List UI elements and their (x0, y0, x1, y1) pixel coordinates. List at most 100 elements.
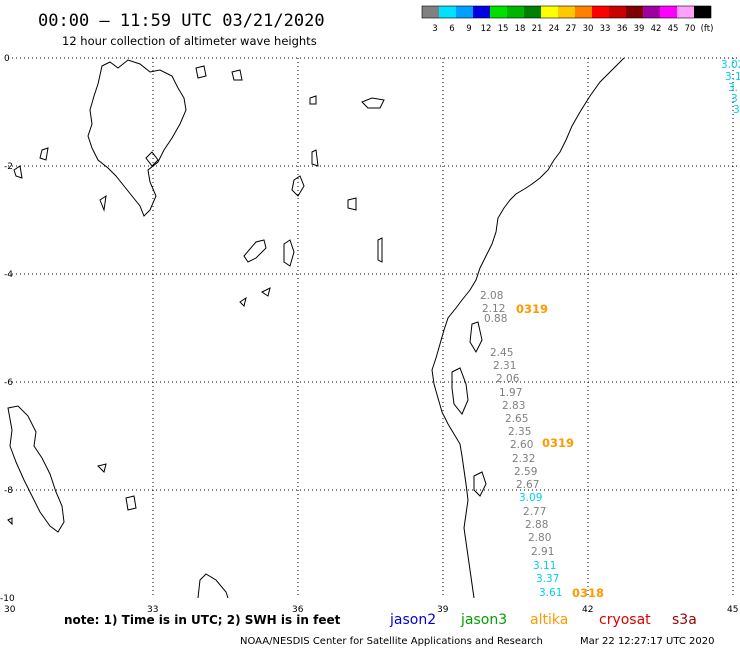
mafia-island (473, 471, 487, 497)
legend-swatch (677, 6, 694, 18)
pass-time-label: 0319 (516, 302, 548, 316)
legend-tick-label: 39 (634, 24, 645, 34)
small-lake (125, 495, 137, 511)
small-lake (347, 197, 357, 211)
legend-tick-label: 70 (685, 24, 696, 34)
legend-swatch (439, 6, 456, 18)
small-lake (261, 287, 271, 297)
legend-swatch (490, 6, 507, 18)
lake-island (145, 151, 159, 167)
map-title: 00:00 – 11:59 UTC 03/21/2020 (38, 11, 325, 31)
x-axis-label: 33 (147, 605, 158, 615)
legend-swatch (643, 6, 660, 18)
legend-swatch (524, 6, 541, 18)
x-axis-label: 45 (727, 605, 738, 615)
x-axis-label: 30 (4, 605, 16, 615)
small-lake (309, 95, 317, 105)
legend-tick-label: 9 (466, 24, 471, 34)
y-axis-label: -6 (4, 378, 13, 388)
wave-height-value: 2.35 (508, 426, 531, 438)
legend-tick-label: 30 (583, 24, 594, 34)
satellite-jason2: jason2 (389, 612, 436, 628)
y-axis-label: -2 (4, 162, 13, 172)
wave-height-value: 1.97 (499, 387, 522, 399)
zanzibar-island (451, 367, 469, 415)
small-lake (231, 69, 243, 81)
legend-swatch (456, 6, 473, 18)
small-lake (239, 296, 247, 307)
legend-swatch (660, 6, 677, 18)
legend-swatch (558, 6, 575, 18)
axis-labels: 30 33 36 39 42 45 0 -2 -4 -6 -8 -10 (0, 54, 738, 615)
edge-labels: 3.02 3.1 3. 3 3 (721, 59, 740, 116)
x-axis-label: 42 (582, 605, 593, 615)
wave-height-value: 2.88 (525, 519, 548, 531)
wave-height-value: 2.45 (490, 347, 513, 359)
wave-height-labels: 2.082.120.88 2.452.312.06 1.972.832.652.35… (480, 290, 562, 599)
y-axis-label: -10 (0, 594, 15, 604)
wave-height-value: 2.31 (493, 360, 516, 372)
small-lake (7, 517, 13, 526)
lake-tanganyika-outline (7, 405, 65, 533)
y-axis-label: -4 (4, 270, 13, 280)
lake-island (39, 147, 49, 161)
small-lake (311, 149, 319, 167)
lake-victoria-outline (87, 59, 187, 217)
legend-swatch (575, 6, 592, 18)
legend-tick-label: 21 (532, 24, 543, 34)
y-axis-label: -8 (4, 486, 13, 496)
wave-height-value: 0.88 (484, 313, 507, 325)
small-lake (243, 239, 267, 263)
edge-wave-label: 3. (728, 82, 738, 94)
lake-island (99, 194, 107, 212)
wave-height-value: 3.09 (519, 492, 542, 504)
small-lake (97, 463, 107, 473)
small-lake (361, 97, 385, 109)
x-axis-label: 36 (292, 605, 304, 615)
satellite-s3a: s3a (672, 612, 697, 628)
legend-tick-label: 15 (498, 24, 509, 34)
satellite-jason3: jason3 (460, 612, 507, 628)
small-lake (377, 237, 383, 263)
wave-height-value: 2.32 (512, 453, 535, 465)
legend-tick-label: 45 (668, 24, 679, 34)
lake-malawi-outline (197, 573, 229, 599)
wave-height-value: 2.06 (496, 373, 520, 385)
footer-credit: NOAA/NESDIS Center for Satellite Applica… (240, 636, 543, 647)
wave-height-value: 3.37 (536, 573, 559, 585)
edge-wave-label: 3.1 (725, 71, 740, 83)
footer-note: note: 1) Time is in UTC; 2) SWH is in fe… (64, 613, 341, 627)
small-lake (195, 65, 207, 79)
lake-island (13, 165, 23, 179)
legend-swatch (473, 6, 490, 18)
legend-swatch (626, 6, 643, 18)
wave-height-value: 3.61 (539, 587, 562, 599)
legend-tick-label: 18 (515, 24, 526, 34)
legend-swatch (541, 6, 558, 18)
y-axis-label: 0 (4, 54, 10, 64)
wave-height-value: 2.59 (514, 466, 537, 478)
graticule (8, 57, 738, 598)
legend-swatch (592, 6, 609, 18)
legend-tick-label: 27 (566, 24, 577, 34)
x-axis-label: 39 (437, 605, 449, 615)
wave-height-value: 2.60 (510, 439, 533, 451)
pemba-island (469, 321, 483, 354)
color-legend: 3 6 9 12 15 18 21 24 27 30 33 36 39 42 45 70 (ft) (421, 5, 713, 34)
map-subtitle: 12 hour collection of altimeter wave hei… (62, 34, 317, 48)
legend-swatch (694, 6, 711, 18)
wave-height-value: 3.11 (533, 560, 556, 572)
small-lake (291, 175, 305, 197)
legend-tick-label: 33 (600, 24, 611, 34)
wave-height-value: 2.67 (516, 479, 539, 491)
edge-wave-label: 3 (731, 93, 738, 105)
legend-tick-label: 3 (432, 24, 437, 34)
legend-swatch (507, 6, 524, 18)
east-africa-coastline (431, 57, 625, 599)
wave-height-value: 2.77 (523, 506, 546, 518)
legend-swatch (609, 6, 626, 18)
legend-tick-label: 36 (617, 24, 628, 34)
wave-height-value: 2.65 (505, 413, 528, 425)
legend-tick-label: 12 (481, 24, 492, 34)
